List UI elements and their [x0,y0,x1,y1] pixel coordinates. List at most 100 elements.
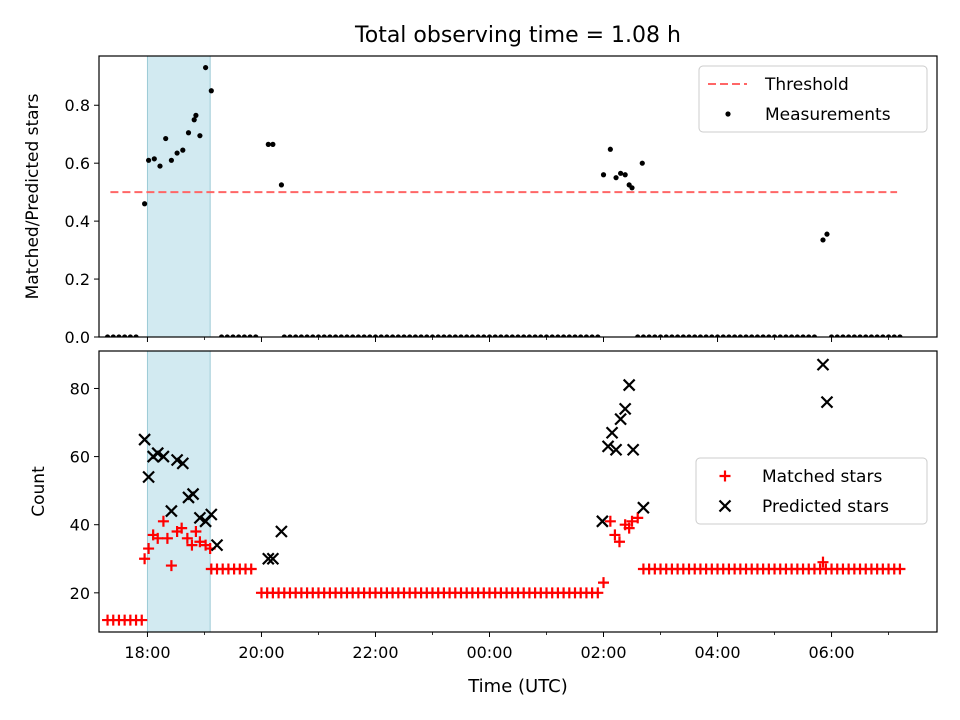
zero-measurement-point [424,334,430,337]
x-tick-label: 04:00 [694,643,740,662]
zero-measurement-point [663,334,669,337]
zero-measurement-point [110,334,116,337]
matched-stars-point [143,543,155,555]
x-tick-label: 20:00 [238,643,284,662]
measurements-point [639,160,645,166]
x-tick-label: 02:00 [580,643,626,662]
matched-stars-point [165,560,177,572]
zero-measurement-point [458,334,464,337]
zero-measurement-point [418,334,424,337]
predicted-stars-point [262,552,275,566]
y-tick-label: 40 [70,516,90,535]
measurements-point [151,156,157,162]
zero-measurement-point [503,334,510,337]
zero-measurement-point [760,334,766,337]
zero-measurement-point [549,334,555,337]
zero-measurement-point [789,334,795,337]
matched-stars-point [136,614,148,626]
zero-measurement-point [435,334,441,337]
zero-measurement-point [857,334,863,337]
zero-measurement-point [652,334,658,337]
zero-measurement-point [332,334,339,337]
zero-measurement-point [589,334,595,337]
predicted-stars-point [601,440,615,453]
zero-measurement-point [538,334,544,337]
zero-measurement-point [355,334,361,337]
predicted-stars-point [609,443,623,457]
y-tick-label: 60 [70,448,90,467]
zero-measurement-point [572,334,578,337]
legend: Threshold Measurements [698,65,928,133]
measurements-point [622,172,628,178]
matched-stars-point [161,532,173,544]
y-axis-label: Matched/Predicted stars [23,93,43,299]
y-axis-label: Count [29,466,49,517]
measurements-point [142,201,148,207]
measurements-point [168,157,174,163]
zero-measurement-point [389,334,396,337]
zero-measurement-point [897,334,903,337]
measurements-point [824,231,830,237]
predicted-stars-point [186,487,200,501]
zero-measurement-point [732,334,738,337]
zero-measurement-point [566,334,572,337]
predicted-stars-point [205,508,218,521]
measurements-point [203,64,209,71]
measurements-point [618,170,624,176]
zero-measurement-point [104,334,111,337]
matched-stars-point [623,522,635,534]
predicted-stars-point [637,501,650,514]
zero-measurement-point [640,334,647,337]
zero-measurement-point [350,334,356,337]
zero-measurement-point [555,334,561,337]
matched-stars-point [157,515,169,527]
zero-measurement-point [543,334,550,337]
zero-measurement-point [395,334,401,337]
x-axis-label: Time (UTC) [467,676,568,697]
zero-measurement-point [657,334,664,337]
zero-measurement-point [441,334,447,337]
legend-label: Predicted stars [762,497,889,517]
zero-measurement-point [771,334,778,337]
zero-measurement-point [321,334,327,337]
zero-measurement-point [412,334,418,337]
legend-label: Matched stars [762,467,882,487]
zero-measurement-point [686,334,692,337]
y-tick-label: 0.8 [65,96,90,115]
y-tick-label: 0.6 [65,154,90,173]
matched-stars-point [592,587,604,599]
zero-measurement-point [116,334,122,337]
predicted-stars-point [151,446,164,460]
zero-measurement-point [281,334,287,337]
zero-measurement-point [846,334,852,337]
matched-stars-point [194,536,206,548]
y-tick-label: 0.2 [65,270,90,289]
predicted-stars-point [138,433,151,446]
zero-measurement-point [133,334,139,337]
predicted-stars-point [275,525,288,538]
predicted-stars-point [618,402,632,416]
zero-measurement-point [766,334,772,337]
measurements-point [270,141,276,147]
zero-measurement-point [692,334,698,337]
zero-measurement-point [361,334,367,337]
predicted-stars-point [193,511,207,525]
x-tick-label: 22:00 [352,643,398,662]
measurements-point [197,133,203,139]
zero-measurement-point [338,334,344,337]
zero-measurement-point [891,334,897,337]
measurements-point [145,157,152,163]
zero-measurement-point [834,334,840,337]
predicted-stars-point [626,443,640,457]
x-tick-label: 00:00 [466,643,512,662]
zero-measurement-point [777,334,783,337]
top-panel: 0.0 0.2 0.4 0.6 0.8 Matched/Predicted stars Th… [23,55,938,347]
zero-measurement-point [595,334,601,337]
matched-stars-point [598,577,610,589]
zero-measurement-point [367,334,373,337]
zero-measurement-point [635,334,641,337]
zero-measurement-point [344,334,350,337]
zero-measurement-point [127,334,133,337]
zero-measurement-point [811,334,818,337]
axes-frame [98,55,938,338]
